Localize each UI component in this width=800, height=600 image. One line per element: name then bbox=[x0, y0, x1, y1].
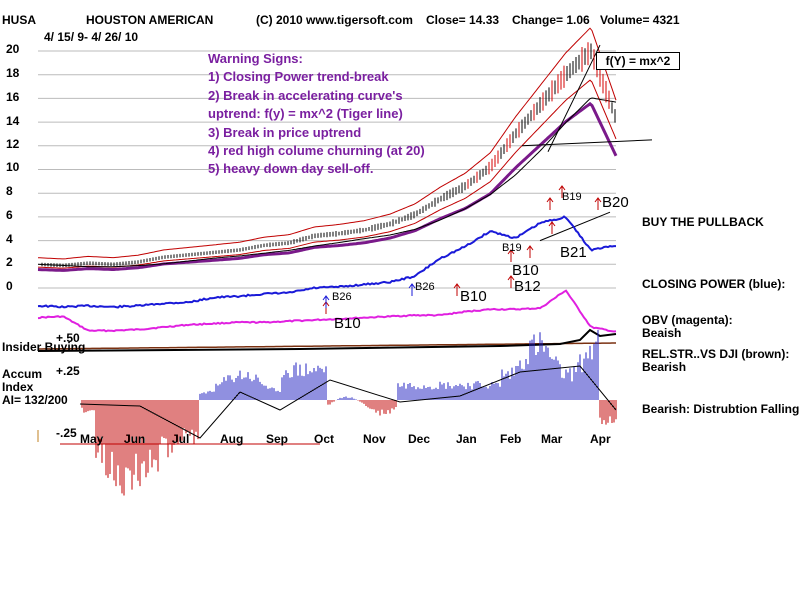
obv-label: OBV (magenta): bbox=[642, 313, 733, 327]
x-label-feb: Feb bbox=[500, 432, 522, 446]
index-label: Index bbox=[2, 380, 34, 394]
copyright: (C) 2010 www.tigersoft.com bbox=[256, 13, 413, 27]
y-tick-10: 10 bbox=[6, 160, 20, 174]
ai-label: AI= 132/200 bbox=[2, 393, 68, 407]
accum-ma-line bbox=[79, 365, 617, 439]
x-label-nov: Nov bbox=[363, 432, 386, 446]
minus25-label: -.25 bbox=[56, 426, 77, 440]
signal-b10: B10 bbox=[334, 315, 361, 332]
accum-label: Accum bbox=[2, 367, 43, 381]
y-tick-2: 2 bbox=[6, 255, 13, 269]
volume-value: Volume= 4321 bbox=[600, 13, 680, 27]
signal-b19: B19 bbox=[562, 191, 582, 203]
signal-arrowhead bbox=[546, 197, 554, 203]
closing-power-line bbox=[37, 215, 616, 309]
y-tick-18: 18 bbox=[6, 66, 20, 80]
signal-b26: B26 bbox=[415, 281, 435, 293]
signal-b19-low: B19 bbox=[502, 242, 522, 254]
ticker: HUSA bbox=[2, 13, 37, 27]
plus25-label: +.25 bbox=[56, 364, 80, 378]
y-tick-4: 4 bbox=[6, 232, 13, 246]
relstr-label: REL.STR..VS DJI (brown): bbox=[642, 347, 790, 361]
warning-item: 5) heavy down day sell-off. bbox=[208, 161, 374, 177]
moving-averages bbox=[37, 27, 653, 272]
plus50-label: +.50 bbox=[56, 331, 80, 345]
warning-item: 3) Break in price uptrend bbox=[208, 124, 362, 140]
x-label-sep: Sep bbox=[266, 432, 289, 446]
x-label-mar: Mar bbox=[541, 432, 563, 446]
warning-item: uptrend: f(y) = mx^2 (Tiger line) bbox=[208, 106, 403, 122]
signal-b10: B10 bbox=[512, 262, 539, 279]
signal-arrowhead bbox=[507, 249, 515, 255]
company-name: HOUSTON AMERICAN bbox=[86, 13, 214, 27]
signal-b10: B10 bbox=[460, 288, 487, 305]
change-value: Change= 1.06 bbox=[512, 13, 590, 27]
obv-line bbox=[37, 289, 617, 333]
x-label-oct: Oct bbox=[314, 432, 335, 446]
y-tick-14: 14 bbox=[6, 114, 20, 128]
x-label-jun: Jun bbox=[124, 432, 146, 446]
cp-trend-line bbox=[539, 211, 611, 242]
y-tick-6: 6 bbox=[6, 208, 13, 222]
gridlines bbox=[38, 50, 616, 289]
signal-arrows bbox=[37, 185, 602, 442]
support-line bbox=[521, 139, 653, 147]
warning-item: 1) Closing Power trend-break bbox=[208, 69, 389, 85]
y-tick-12: 12 bbox=[6, 137, 20, 151]
insider-buying-label: Insider Buying bbox=[2, 340, 86, 354]
date-range: 4/ 15/ 9- 4/ 26/ 10 bbox=[44, 30, 139, 44]
formula-label: f(Y) = mx^2 bbox=[596, 52, 680, 70]
x-label-apr: Apr bbox=[590, 432, 611, 446]
x-label-may: May bbox=[80, 432, 104, 446]
signal-arrowhead bbox=[408, 283, 416, 289]
y-tick-0: 0 bbox=[6, 279, 13, 293]
signal-arrowhead bbox=[558, 185, 566, 191]
y-tick-8: 8 bbox=[6, 184, 13, 198]
x-label-dec: Dec bbox=[408, 432, 431, 446]
x-label-aug: Aug bbox=[220, 432, 244, 446]
signal-arrowhead bbox=[526, 245, 534, 251]
warning-signs: Warning Signs: 1) Closing Power trend-br… bbox=[208, 50, 425, 179]
price-bars bbox=[41, 42, 616, 268]
obv-state: Beaish bbox=[642, 326, 682, 340]
signal-arrowhead bbox=[507, 275, 515, 281]
closing-power-label: CLOSING POWER (blue): bbox=[642, 277, 786, 291]
signal-b12: B12 bbox=[514, 278, 541, 295]
buy-pullback-label: BUY THE PULLBACK bbox=[642, 215, 764, 229]
relstr-state: Bearish bbox=[642, 360, 687, 374]
signal-arrowhead bbox=[594, 197, 602, 203]
accumulation-histogram bbox=[60, 329, 617, 496]
ma-purple-line bbox=[37, 101, 618, 272]
upper-band bbox=[37, 27, 617, 260]
signal-arrowhead bbox=[453, 283, 461, 289]
signal-b21: B21 bbox=[560, 244, 587, 261]
bearish-label: Bearish: Distrubtion Falling. bbox=[642, 402, 800, 416]
signal-arrowhead bbox=[322, 295, 330, 301]
relstr-line bbox=[38, 342, 616, 350]
signal-arrowhead bbox=[548, 221, 556, 227]
signal-b26: B26 bbox=[332, 291, 352, 303]
trend-line bbox=[547, 44, 601, 152]
x-label-jan: Jan bbox=[456, 432, 477, 446]
ma-black-line bbox=[37, 97, 617, 268]
signal-b20: B20 bbox=[602, 194, 629, 211]
warning-title: Warning Signs: bbox=[208, 51, 303, 66]
close-value: Close= 14.33 bbox=[426, 13, 500, 27]
x-label-jul: Jul bbox=[172, 432, 190, 446]
warning-item: 2) Break in accelerating curve's bbox=[208, 87, 403, 103]
y-tick-20: 20 bbox=[6, 42, 20, 56]
warning-item: 4) red high colume churning (at 20) bbox=[208, 143, 425, 159]
y-tick-16: 16 bbox=[6, 90, 20, 104]
